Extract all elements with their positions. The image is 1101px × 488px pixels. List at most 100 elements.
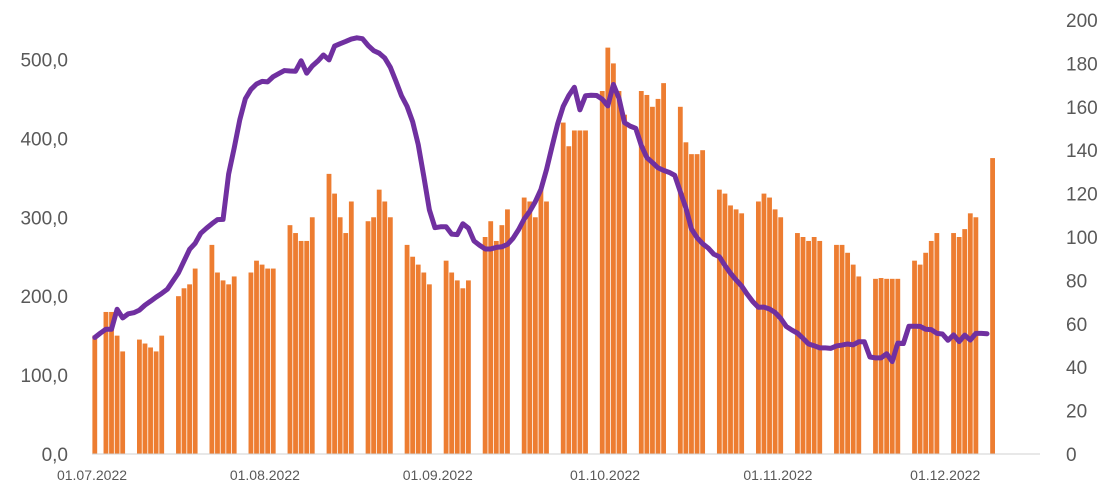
- bar: [488, 221, 494, 454]
- bar: [850, 264, 856, 454]
- bar: [694, 154, 700, 454]
- bar: [159, 335, 165, 454]
- bar: [560, 122, 566, 454]
- bar: [778, 217, 784, 454]
- bar: [655, 98, 661, 454]
- bar: [220, 280, 226, 454]
- bar: [226, 284, 232, 454]
- bar: [493, 240, 499, 454]
- series-line: [92, 35, 990, 365]
- bar: [192, 268, 198, 454]
- x-axis: 01.07.2022 01.08.2022 01.09.2022 01.10.2022…: [57, 467, 980, 483]
- line-series: [92, 35, 990, 365]
- bar: [611, 63, 616, 455]
- bar: [928, 240, 934, 454]
- bar: [293, 233, 298, 454]
- bar: [795, 233, 800, 454]
- bar: [917, 264, 923, 454]
- bar: [538, 189, 544, 454]
- bar: [878, 278, 884, 454]
- bar: [800, 237, 806, 454]
- bar: [404, 244, 410, 454]
- x-tick-label: 01.11.2022: [743, 467, 812, 483]
- bar: [761, 193, 767, 454]
- bar: [298, 240, 304, 454]
- bar: [956, 237, 962, 454]
- bar: [181, 288, 187, 454]
- bar: [889, 278, 895, 454]
- bar: [912, 260, 917, 454]
- bar: [616, 91, 622, 455]
- bar: [571, 130, 577, 454]
- bar: [834, 244, 839, 454]
- bar: [326, 173, 332, 454]
- bar: [343, 233, 349, 454]
- bar: [577, 130, 583, 454]
- bar: [410, 256, 416, 454]
- bar: [722, 193, 728, 454]
- x-tick-label: 01.09.2022: [403, 467, 473, 483]
- bar: [348, 201, 354, 454]
- bar: [120, 351, 126, 454]
- bar: [806, 240, 811, 454]
- bar: [137, 339, 142, 454]
- bar: [482, 237, 488, 454]
- bar: [187, 284, 192, 454]
- bar: [92, 335, 98, 454]
- bar: [895, 278, 901, 454]
- bar: [934, 233, 940, 454]
- y-tick-label-right: 160: [1066, 98, 1098, 119]
- bar: [270, 268, 276, 454]
- bar: [527, 201, 533, 454]
- y-tick-label-right: 80: [1066, 271, 1087, 292]
- y-tick-label-right: 100: [1066, 228, 1098, 249]
- bar: [767, 197, 772, 455]
- bar: [650, 106, 655, 455]
- bar: [376, 189, 382, 454]
- bar: [153, 351, 159, 454]
- bar: [583, 130, 588, 454]
- bar: [505, 209, 510, 454]
- y-tick-label-right: 0: [1066, 445, 1077, 466]
- bar: [728, 205, 733, 454]
- bar: [309, 217, 315, 454]
- bar: [449, 272, 455, 454]
- bar: [772, 209, 778, 454]
- bar: [755, 201, 761, 454]
- bar: [532, 217, 538, 454]
- bar: [700, 150, 706, 454]
- bar: [839, 244, 845, 454]
- y-tick-label-right: 20: [1066, 402, 1087, 423]
- y-tick-label-left: 400,0: [20, 129, 68, 150]
- bar: [962, 229, 968, 454]
- bar: [259, 264, 265, 454]
- bar: [677, 106, 683, 455]
- y-tick-label-right: 120: [1066, 185, 1098, 206]
- bar: [142, 343, 148, 454]
- y-tick-label-left: 100,0: [20, 366, 68, 387]
- bar: [923, 252, 929, 454]
- bar: [733, 209, 739, 454]
- bar: [426, 284, 432, 454]
- bar: [884, 278, 890, 454]
- bar: [382, 201, 388, 454]
- bar: [443, 260, 449, 454]
- bar: [873, 278, 878, 454]
- bar: [739, 213, 745, 454]
- y-tick-label-right: 180: [1066, 54, 1098, 75]
- y-tick-label-left: 300,0: [20, 208, 68, 229]
- bar: [304, 240, 310, 454]
- bar: [661, 83, 666, 454]
- bar: [454, 280, 460, 454]
- x-tick-label: 01.08.2022: [230, 467, 300, 483]
- x-tick-label: 01.10.2022: [570, 467, 640, 483]
- y-tick-label-right: 140: [1066, 141, 1098, 162]
- bar: [215, 272, 220, 454]
- bar: [856, 276, 862, 454]
- x-tick-label: 01.12.2022: [910, 467, 980, 483]
- bar: [371, 217, 377, 454]
- bar: [176, 296, 181, 454]
- bar: [254, 260, 259, 454]
- y-tick-label-right: 40: [1066, 358, 1087, 379]
